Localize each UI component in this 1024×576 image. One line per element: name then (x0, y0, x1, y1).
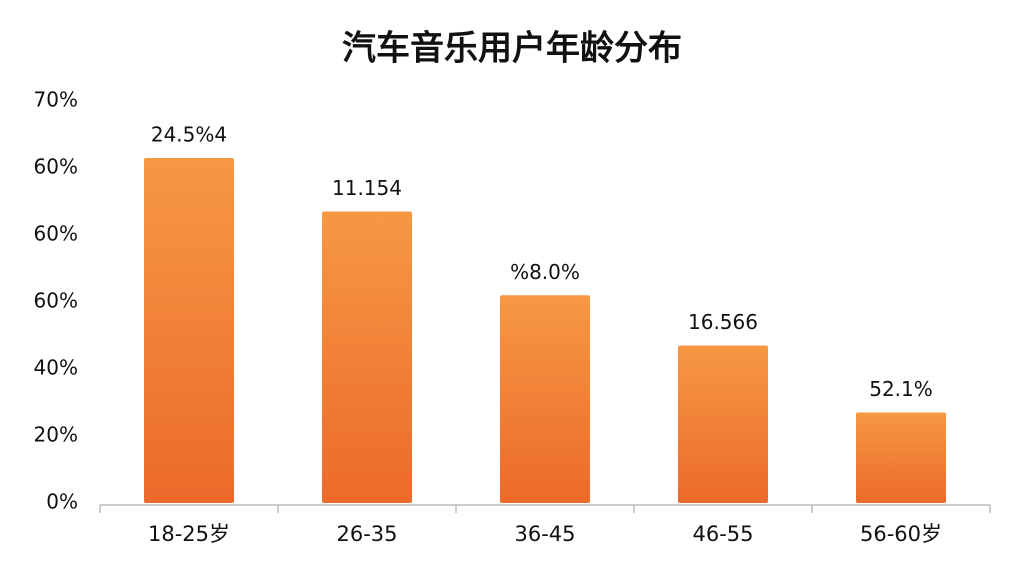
y-tick-label: 60% (34, 155, 78, 179)
y-tick-label: 0% (46, 490, 78, 514)
data-label: 24.5%4 (151, 122, 227, 146)
data-label: 11.154 (332, 176, 402, 200)
y-tick-label: 60% (34, 222, 78, 246)
bar (500, 295, 590, 503)
bar (322, 211, 412, 504)
y-tick-label: 70% (34, 88, 78, 112)
x-tick-label: 26-35 (336, 522, 397, 546)
data-label: %8.0% (510, 260, 580, 284)
bar (144, 157, 234, 503)
y-tick-label: 60% (34, 289, 78, 313)
chart-title: 汽车音乐用户年龄分布 (342, 29, 682, 69)
bar (856, 412, 946, 503)
y-tick-label: 20% (34, 423, 78, 447)
y-tick-label: 40% (34, 356, 78, 380)
x-tick-label: 56-60岁 (860, 522, 942, 546)
data-label: 16.566 (688, 310, 758, 334)
x-tick-label: 18-25岁 (148, 522, 230, 546)
bar (678, 345, 768, 503)
x-tick-label: 36-45 (514, 522, 575, 546)
data-label: 52.1% (869, 377, 933, 401)
x-tick-label: 46-55 (692, 522, 753, 546)
